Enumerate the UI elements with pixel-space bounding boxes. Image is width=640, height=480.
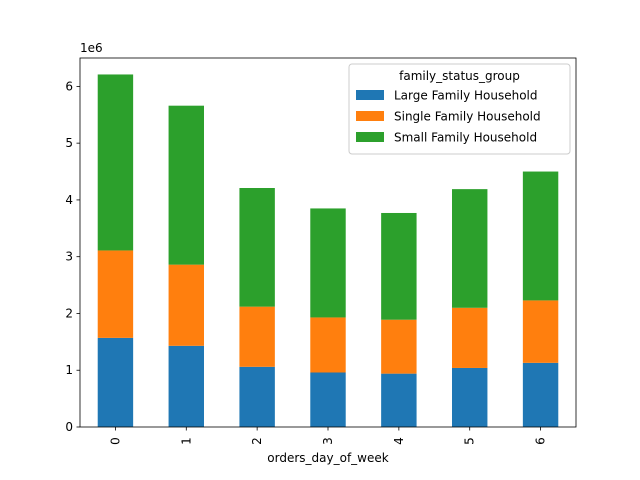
y-tick-label: 0 [65, 420, 73, 434]
legend-entry-label: Small Family Household [394, 131, 537, 145]
bar-small-family-household-6 [522, 171, 559, 301]
bar-small-family-household-5 [452, 189, 488, 308]
y-tick-label: 5 [65, 136, 73, 150]
legend-entry-label: Large Family Household [394, 89, 538, 103]
bar-single-family-household-2 [239, 306, 275, 367]
bar-large-family-household-5 [452, 367, 488, 427]
legend-frame [348, 63, 571, 155]
x-axis-label: orders_day_of_week [267, 451, 388, 465]
legend-swatch [356, 90, 384, 100]
y-tick-label: 4 [65, 193, 73, 207]
bar-single-family-household-3 [310, 317, 346, 373]
x-tick-label: 2 [250, 437, 264, 445]
bar-single-family-household-1 [168, 264, 204, 346]
axes-layer: 0 1 2 3 4 5 6 0 1 2 3 4 5 6 [65, 57, 577, 445]
bar-large-family-household-0 [97, 337, 134, 427]
bar-single-family-household-5 [452, 307, 488, 368]
y-tick-label: 3 [65, 250, 73, 264]
y-tick-label: 2 [65, 306, 73, 320]
x-tick-label: 5 [463, 437, 477, 445]
x-tick-label: 6 [534, 437, 548, 445]
bar-single-family-household-6 [522, 300, 559, 363]
bar-single-family-household-4 [381, 319, 417, 374]
x-tick-label: 1 [179, 437, 193, 445]
x-tick-label: 4 [392, 437, 406, 445]
bar-large-family-household-1 [168, 345, 204, 427]
y-offset-text: 1e6 [80, 41, 103, 55]
bar-small-family-household-4 [381, 212, 417, 320]
x-tick-label: 3 [321, 437, 335, 445]
legend-swatch [356, 111, 384, 121]
legend-swatch [356, 132, 384, 142]
bar-large-family-household-6 [522, 362, 559, 427]
bar-small-family-household-1 [168, 105, 204, 265]
legend: family_status_group Large Family Househo… [348, 63, 571, 155]
y-tick-label: 1 [65, 363, 73, 377]
bar-large-family-household-3 [310, 372, 346, 427]
x-tick-label: 0 [108, 437, 122, 445]
bars-layer [97, 74, 559, 427]
legend-entry-label: Single Family Household [394, 110, 541, 124]
bar-large-family-household-4 [381, 373, 417, 427]
bar-small-family-household-0 [97, 74, 134, 251]
legend-title: family_status_group [399, 69, 520, 83]
bar-large-family-household-2 [239, 366, 275, 427]
y-tick-label: 6 [65, 79, 73, 93]
bar-single-family-household-0 [97, 250, 134, 338]
bar-small-family-household-2 [239, 188, 275, 307]
bar-small-family-household-3 [310, 208, 346, 318]
